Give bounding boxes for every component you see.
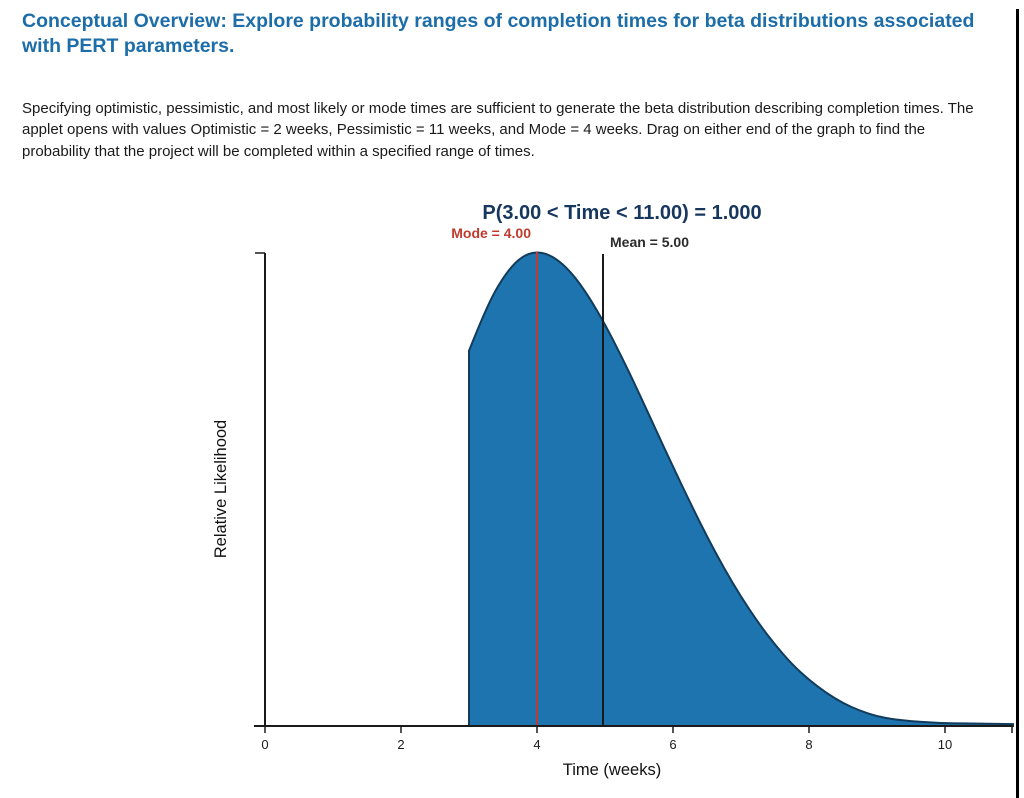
page-right-border: [1016, 9, 1019, 798]
y-axis-label: Relative Likelihood: [212, 420, 230, 559]
x-tick-label: 2: [397, 737, 404, 752]
mode-label: Mode = 4.00: [451, 225, 531, 241]
probability-range-title: P(3.00 < Time < 11.00) = 1.000: [482, 202, 761, 224]
x-tick-label: 10: [938, 737, 952, 752]
beta-distribution-chart: 0 2 4 6 8 10 P(3.00 < Time < 11.00) = 1.000 M…: [0, 189, 1024, 798]
mean-label: Mean = 5.00: [610, 234, 689, 250]
axes: 0 2 4 6 8 10: [254, 252, 1013, 752]
intro-paragraph: Specifying optimistic, pessimistic, and …: [22, 100, 974, 160]
x-tick-label: 8: [805, 737, 812, 752]
x-tick-label: 6: [669, 737, 676, 752]
x-tick-label: 0: [261, 737, 268, 752]
x-axis-label: Time (weeks): [563, 761, 661, 779]
x-tick-label: 4: [533, 737, 540, 752]
page-title: Conceptual Overview: Explore probability…: [22, 10, 975, 57]
beta-curve-area[interactable]: [468, 251, 1014, 727]
x-tick-marks: 0 2 4 6 8 10: [261, 726, 952, 752]
